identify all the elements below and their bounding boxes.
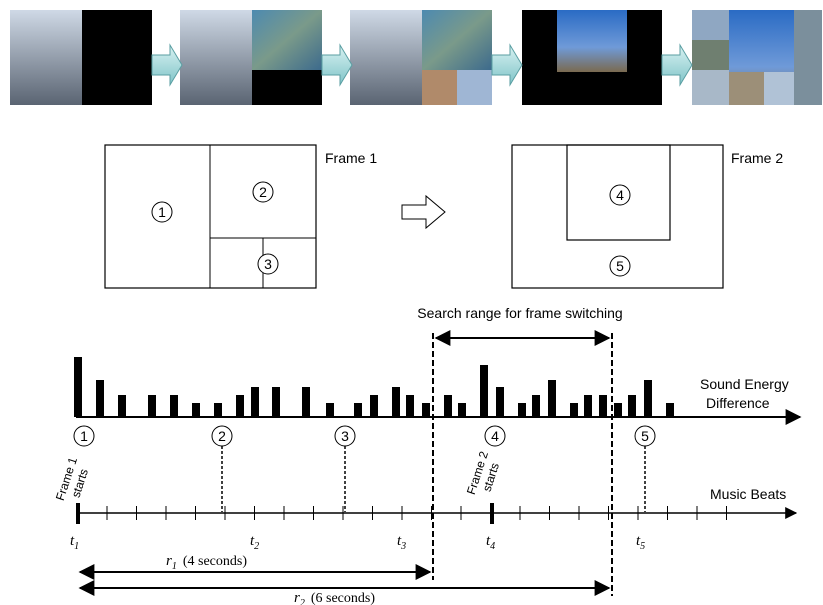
energy-bar [214,403,222,417]
photo [692,40,729,70]
energy-bar [548,380,556,417]
energy-bar [532,395,540,417]
energy-bar [96,380,104,417]
beats-label: Music Beats [710,486,786,502]
region-number: 3 [264,256,272,272]
photo [252,10,322,70]
region-marker [252,181,274,203]
energy-bar [392,387,400,417]
energy-bar [480,365,488,417]
frame-1: 1 2 3 Frame 1 [104,144,377,289]
energy-bar [354,403,362,417]
strip-arrow [321,43,353,87]
energy-bar [422,403,430,417]
switch-marker [484,425,506,447]
region-number: 2 [259,184,267,200]
frame-label: Frame 1 [325,150,377,166]
energy-bar [644,380,652,417]
marker-number: 4 [491,428,499,444]
energy-bar [148,395,156,417]
switch-marker [334,425,356,447]
frame-label: Frame 2 [731,150,783,166]
energy-bar [444,395,452,417]
photo-blank [252,70,322,105]
search-range-label: Search range for frame switching [417,305,622,321]
energy-bar [570,403,578,417]
strip-arrow [491,43,523,87]
energy-bar [599,395,607,417]
time-label: t5 [636,533,645,552]
marker-number: 3 [341,428,349,444]
frame-2: 4 5 Frame 2 [511,144,783,289]
energy-bar [170,395,178,417]
time-label: t2 [250,533,259,552]
photo [764,72,794,105]
energy-bar [74,357,82,417]
energy-bar [458,403,466,417]
energy-bar [496,387,504,417]
energy-bar [302,387,310,417]
region-marker [151,201,173,223]
region-number: 5 [616,258,624,274]
range-label: r2 (6 seconds) [294,590,375,605]
region-marker [257,253,279,275]
photo-blank [82,10,152,105]
energy-bars [74,357,674,417]
marker-number: 2 [218,428,226,444]
energy-bar [326,403,334,417]
switch-marker [73,425,95,447]
energy-label: Sound Energy [700,376,789,392]
energy-bar [251,387,259,417]
energy-bar [192,403,200,417]
energy-bar [406,395,414,417]
energy-bar [272,387,280,417]
frame-start-note: Frame 2 starts [464,449,502,496]
marker-number: 5 [641,428,649,444]
region-number: 1 [158,204,166,220]
frame-start-note: Frame 1 starts [53,455,91,502]
energy-bar [118,395,126,417]
time-label: t4 [486,533,495,552]
photo [794,10,822,105]
transition-arrow [401,194,446,230]
inner-box [566,144,671,241]
region-marker [609,184,631,206]
photo [729,72,764,105]
photo [457,70,492,105]
photo [557,10,627,72]
marker-number: 1 [80,428,88,444]
switch-marker [634,425,656,447]
energy-bar [370,395,378,417]
region-number: 4 [616,187,624,203]
energy-bar [666,403,674,417]
switch-marker [211,425,233,447]
energy-label: Difference [706,395,770,411]
photo [422,10,492,70]
energy-bar [628,395,636,417]
energy-bar [614,403,622,417]
photo [692,70,729,105]
strip-arrow [661,43,693,87]
photo-strip [10,10,822,105]
energy-bar [584,395,592,417]
energy-bar [236,395,244,417]
strip-arrow [151,43,183,87]
energy-bar [518,403,526,417]
time-label: t1 [70,533,79,552]
region-marker [609,255,631,277]
photo [422,70,457,105]
photo [692,10,729,40]
time-label: t3 [397,533,406,552]
range-label: r1 (4 seconds) [166,553,247,572]
